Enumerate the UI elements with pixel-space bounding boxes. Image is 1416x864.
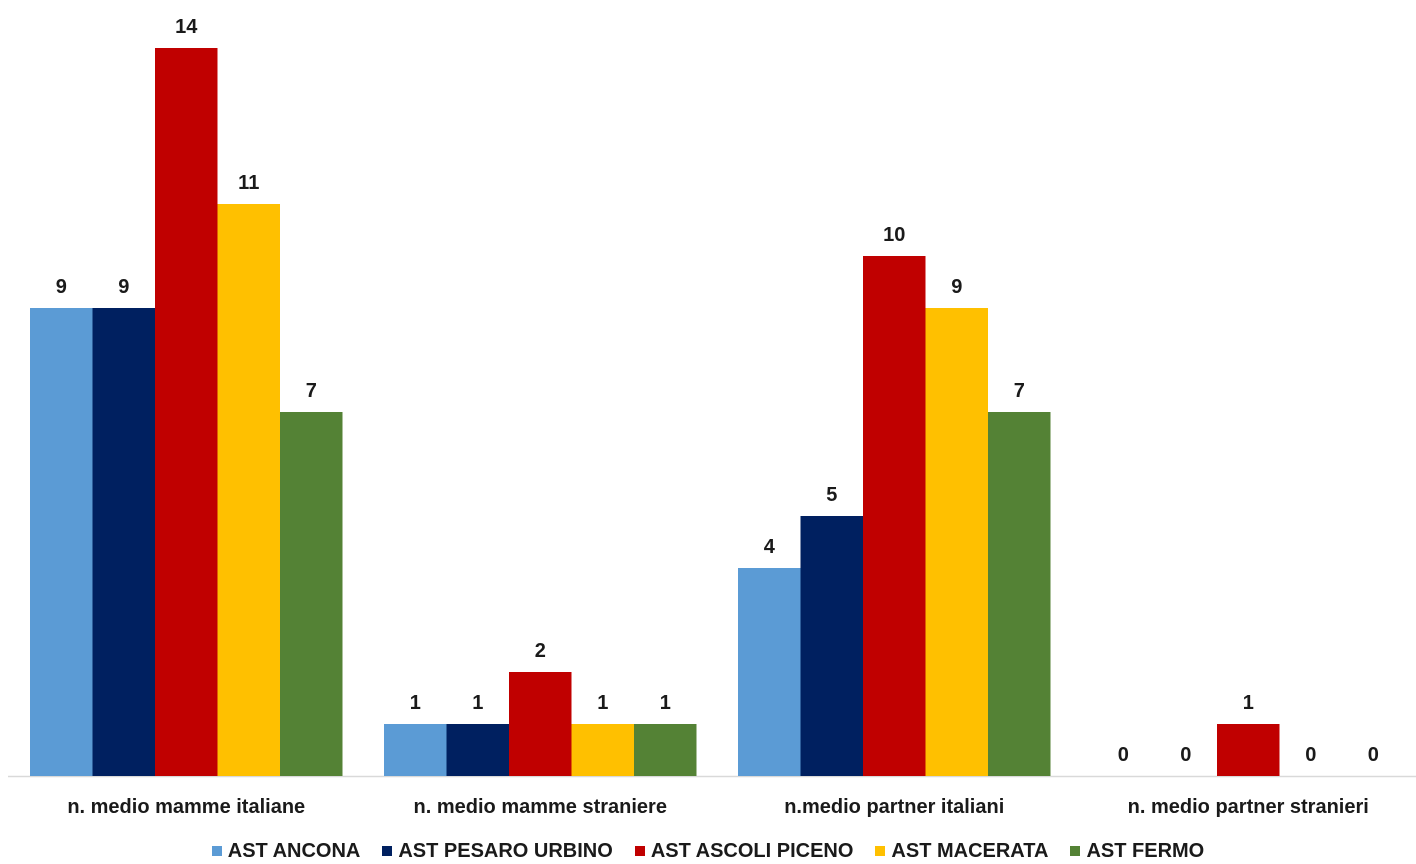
data-label: 14: [175, 16, 198, 38]
data-label: 11: [238, 172, 259, 194]
legend-item: AST PESARO URBINO: [382, 839, 613, 863]
data-label: 1: [410, 692, 421, 714]
data-label: 0: [1305, 744, 1316, 766]
data-label: 0: [1368, 744, 1379, 766]
bar: [384, 724, 447, 776]
legend: AST ANCONA AST PESARO URBINO AST ASCOLI PI…: [0, 838, 1416, 864]
category-label: n. medio partner stranieri: [1128, 796, 1369, 818]
bar: [634, 724, 697, 776]
data-label: 1: [660, 692, 671, 714]
data-label: 0: [1118, 744, 1129, 766]
bar: [92, 308, 155, 776]
legend-swatch: [211, 846, 222, 856]
legend-item: AST FERMO: [1070, 840, 1204, 863]
legend-swatch: [634, 846, 645, 856]
legend-label: AST ANCONA: [227, 839, 361, 862]
legend-item: AST ANCONA: [211, 839, 361, 863]
bar: [30, 308, 93, 776]
bar: [155, 48, 218, 776]
bar: [800, 516, 863, 776]
bar: [509, 672, 572, 776]
category-label: n.medio partner italiani: [784, 796, 1004, 818]
bar: [446, 724, 509, 776]
legend-label: AST MACERATA: [891, 839, 1049, 862]
bar: [571, 724, 634, 776]
data-label: 9: [951, 276, 962, 298]
data-label: 1: [472, 692, 483, 714]
bar: [988, 412, 1051, 776]
legend-label: AST ASCOLI PICENO: [650, 839, 854, 862]
legend-swatch: [1070, 846, 1081, 856]
category-label: n. medio mamme italiane: [67, 796, 305, 818]
legend-item: AST ASCOLI PICENO: [634, 839, 854, 863]
bar: [925, 308, 988, 776]
data-label: 4: [764, 536, 776, 558]
data-label: 1: [597, 692, 608, 714]
legend-label: AST FERMO: [1086, 839, 1205, 862]
legend-item: AST MACERATA: [875, 840, 1048, 863]
category-label: n. medio mamme straniere: [414, 796, 667, 818]
legend-label: AST PESARO URBINO: [398, 839, 613, 862]
data-label: 10: [883, 224, 905, 246]
bar: [1217, 724, 1280, 776]
legend-swatch: [875, 846, 886, 856]
data-label: 2: [535, 640, 546, 662]
data-label: 7: [1014, 380, 1025, 402]
bar: [863, 256, 926, 776]
bar: [280, 412, 343, 776]
data-label: 0: [1180, 744, 1191, 766]
bar: [738, 568, 801, 776]
data-label: 5: [826, 484, 837, 506]
data-label: 7: [306, 380, 317, 402]
legend-swatch: [382, 846, 393, 856]
data-label: 1: [1243, 692, 1254, 714]
bar: [217, 204, 280, 776]
data-label: 9: [56, 276, 67, 298]
data-label: 9: [118, 276, 129, 298]
